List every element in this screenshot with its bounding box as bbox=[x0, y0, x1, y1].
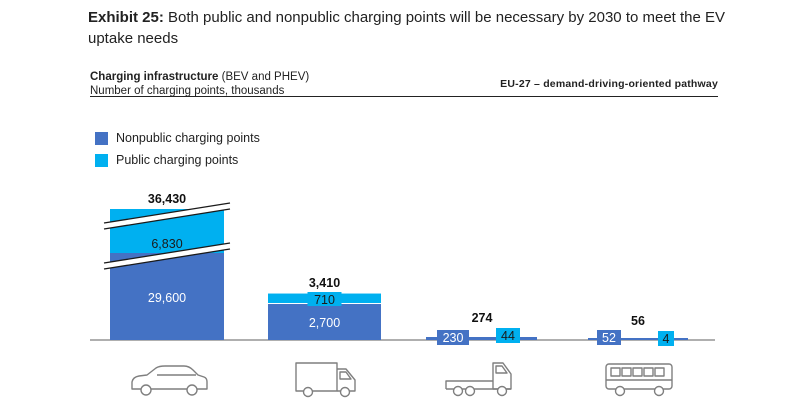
legend-swatch-public bbox=[95, 153, 108, 167]
exhibit-title: Exhibit 25: Both public and nonpublic ch… bbox=[88, 7, 728, 49]
legend-swatch-nonpublic bbox=[95, 131, 108, 145]
bar-bus-stack bbox=[588, 338, 688, 340]
legend: Nonpublic charging points Public chargin… bbox=[95, 127, 260, 171]
data-label-bus-public: 4 bbox=[663, 332, 670, 346]
data-label-bus-nonpublic-bg bbox=[597, 330, 621, 345]
car-icon bbox=[131, 365, 208, 396]
chart-subtitle: Charging infrastructure (BEV and PHEV) N… bbox=[90, 70, 309, 98]
axis-break-line-1b bbox=[103, 248, 231, 270]
bar-van-nonpublic bbox=[268, 304, 381, 340]
data-label-truck-nonpublic: 230 bbox=[443, 331, 464, 345]
data-label-bus-public-bg bbox=[658, 331, 674, 346]
chart-title: Charging infrastructure bbox=[90, 71, 219, 83]
data-label-van-nonpublic: 2,700 bbox=[309, 316, 340, 330]
truck-icon bbox=[445, 362, 512, 397]
legend-label-nonpublic: Nonpublic charging points bbox=[116, 131, 260, 145]
legend-label-public: Public charging points bbox=[116, 153, 239, 167]
data-label-truck-public-bg bbox=[496, 328, 520, 343]
van-icon bbox=[295, 362, 356, 398]
total-label-van: 3,410 bbox=[309, 276, 340, 290]
chart-units: Number of charging points, thousands bbox=[90, 85, 285, 97]
axis-break-line-1a bbox=[103, 242, 231, 264]
legend-item-nonpublic: Nonpublic charging points bbox=[95, 127, 260, 149]
axis-break-line-2b bbox=[103, 208, 231, 230]
chart-title-suffix: (BEV and PHEV) bbox=[218, 71, 310, 83]
data-label-van-public: 710 bbox=[314, 293, 335, 307]
exhibit-label: Exhibit 25: bbox=[88, 9, 164, 26]
data-label-car-nonpublic: 29,600 bbox=[148, 291, 186, 305]
bars-layer: 29,600 6,830 36,430 2,700 710 3,410 230 44 274 52… bbox=[90, 192, 715, 346]
axis-break-line-2a bbox=[103, 202, 231, 224]
data-label-car-public: 6,830 bbox=[151, 237, 182, 251]
data-label-bus-nonpublic: 52 bbox=[602, 331, 616, 345]
pathway-label: EU-27 – demand-driving-oriented pathway bbox=[500, 78, 718, 90]
exhibit-text: Both public and nonpublic charging point… bbox=[88, 9, 726, 47]
total-label-truck: 274 bbox=[472, 311, 493, 325]
axis-break-gap-1 bbox=[104, 243, 230, 269]
total-label-car: 36,430 bbox=[148, 192, 186, 206]
data-label-truck-nonpublic-bg bbox=[437, 330, 469, 345]
bus-icon bbox=[605, 363, 673, 397]
header-rule bbox=[90, 96, 718, 97]
bar-truck-stack bbox=[426, 337, 537, 340]
icons-layer bbox=[131, 362, 673, 398]
data-label-truck-public: 44 bbox=[501, 329, 515, 343]
data-label-van-public-bg bbox=[307, 292, 342, 306]
legend-item-public: Public charging points bbox=[95, 149, 260, 171]
total-label-bus: 56 bbox=[631, 314, 645, 328]
axis-break-gap-2 bbox=[104, 203, 230, 229]
